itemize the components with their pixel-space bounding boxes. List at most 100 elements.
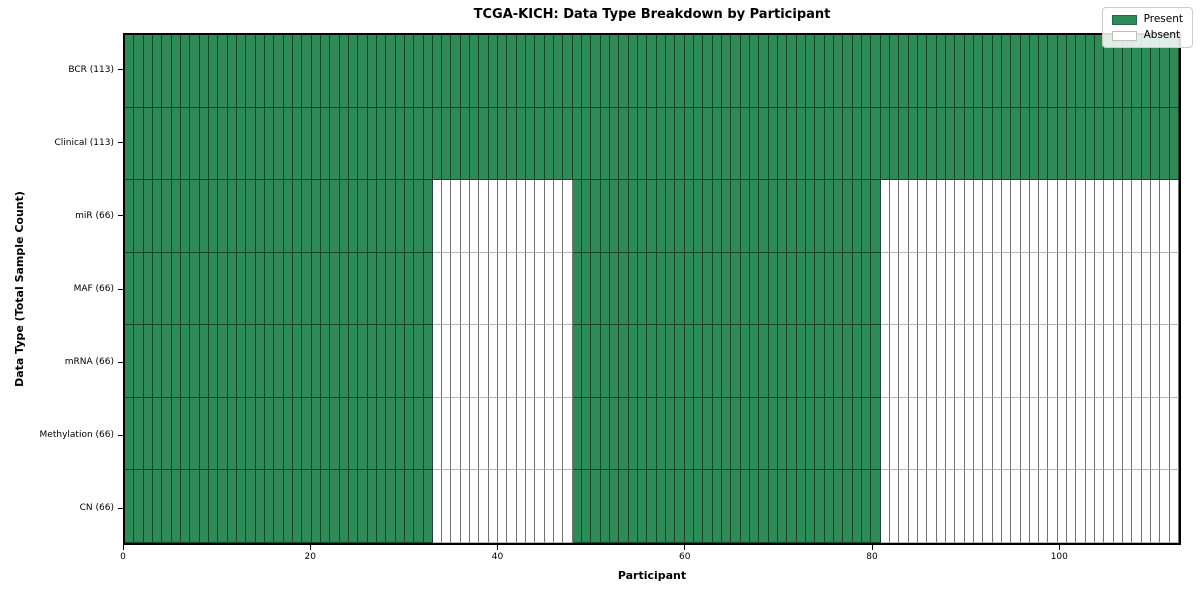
- heatmap-cell: [292, 180, 303, 253]
- heatmap-cell: [320, 470, 331, 544]
- heatmap-cell: [162, 35, 172, 108]
- heatmap-cell: [404, 252, 415, 326]
- heatmap-cell: [255, 180, 265, 253]
- heatmap-cell: [787, 35, 797, 108]
- heatmap-cell: [535, 470, 545, 544]
- heatmap-cell: [311, 470, 321, 544]
- heatmap-cell: [432, 35, 443, 108]
- heatmap-cell: [544, 35, 555, 108]
- heatmap-cell: [927, 397, 937, 471]
- heatmap-cell: [1057, 252, 1068, 326]
- heatmap-cell: [712, 470, 722, 544]
- heatmap-cell: [190, 35, 200, 108]
- heatmap-cell: [339, 470, 349, 544]
- heatmap-cell: [992, 397, 1002, 471]
- heatmap-cell: [591, 107, 601, 181]
- heatmap-cell: [908, 107, 918, 181]
- heatmap-cell: [1113, 470, 1124, 544]
- heatmap-cell: [516, 35, 527, 108]
- heatmap-cell: [442, 470, 452, 544]
- heatmap-cell: [1085, 397, 1096, 471]
- heatmap-cell: [125, 470, 135, 544]
- heatmap-cell: [572, 470, 583, 544]
- heatmap-cell: [414, 180, 424, 253]
- heatmap-cell: [936, 252, 946, 326]
- heatmap-cell: [339, 35, 349, 108]
- heatmap-cell: [1169, 35, 1180, 108]
- heatmap-cell: [675, 107, 685, 181]
- y-tick: [118, 434, 123, 436]
- heatmap-cell: [348, 470, 359, 544]
- heatmap-cell: [638, 397, 648, 471]
- heatmap-cell: [255, 252, 265, 326]
- heatmap-cell: [740, 397, 750, 471]
- heatmap-cell: [722, 180, 732, 253]
- heatmap-cell: [125, 397, 135, 471]
- heatmap-cell: [376, 325, 387, 398]
- y-tick-label: Clinical (113): [54, 137, 114, 148]
- heatmap-cell: [731, 35, 741, 108]
- heatmap-cell: [152, 325, 163, 398]
- heatmap-cell: [992, 470, 1002, 544]
- heatmap-cell: [861, 180, 872, 253]
- heatmap-cell: [777, 470, 788, 544]
- heatmap-cell: [768, 252, 778, 326]
- heatmap-cell: [1160, 35, 1170, 108]
- heatmap-cell: [889, 180, 900, 253]
- heatmap-cell: [908, 35, 918, 108]
- heatmap-cell: [451, 107, 461, 181]
- heatmap-cell: [563, 107, 573, 181]
- heatmap-cell: [134, 470, 144, 544]
- heatmap-cell: [983, 107, 993, 181]
- heatmap-cell: [255, 35, 265, 108]
- heatmap-cell: [852, 107, 862, 181]
- heatmap-cell: [1085, 35, 1096, 108]
- heatmap-cell: [694, 35, 704, 108]
- heatmap-cell: [1067, 180, 1077, 253]
- heatmap-cell: [246, 397, 256, 471]
- heatmap-cell: [899, 470, 909, 544]
- heatmap-cell: [600, 325, 611, 398]
- x-tick: [684, 545, 686, 550]
- heatmap-cell: [861, 470, 872, 544]
- heatmap-cell: [731, 470, 741, 544]
- heatmap-cell: [376, 470, 387, 544]
- heatmap-cell: [917, 35, 928, 108]
- legend-item-present: Present: [1111, 14, 1183, 25]
- heatmap-cell: [274, 397, 284, 471]
- heatmap-cell: [843, 252, 853, 326]
- heatmap-cell: [507, 397, 517, 471]
- heatmap-cell: [1141, 107, 1152, 181]
- heatmap-cell: [367, 107, 377, 181]
- heatmap-cell: [908, 252, 918, 326]
- heatmap-cell: [1169, 470, 1180, 544]
- heatmap-cell: [572, 35, 583, 108]
- heatmap-cell: [908, 397, 918, 471]
- heatmap-cell: [675, 35, 685, 108]
- heatmap-cell: [871, 470, 881, 544]
- heatmap-cell: [1039, 397, 1049, 471]
- heatmap-cell: [1132, 35, 1142, 108]
- heatmap-cell: [404, 180, 415, 253]
- heatmap-cell: [759, 180, 769, 253]
- heatmap-cell: [1039, 35, 1049, 108]
- heatmap-cell: [535, 107, 545, 181]
- heatmap-cell: [320, 397, 331, 471]
- heatmap-cell: [861, 325, 872, 398]
- heatmap-cell: [358, 180, 368, 253]
- heatmap-cell: [936, 325, 946, 398]
- heatmap-cell: [684, 35, 695, 108]
- heatmap-cell: [889, 35, 900, 108]
- heatmap-cell: [1095, 397, 1105, 471]
- x-tick-label: 100: [1050, 552, 1068, 562]
- heatmap-cell: [880, 35, 890, 108]
- heatmap-cell: [199, 180, 209, 253]
- heatmap-cell: [246, 470, 256, 544]
- heatmap-cell: [423, 180, 433, 253]
- heatmap-cell: [600, 252, 611, 326]
- heatmap-cell: [274, 252, 284, 326]
- heatmap-cell: [264, 252, 275, 326]
- heatmap-cell: [199, 325, 209, 398]
- heatmap-cell: [171, 325, 181, 398]
- heatmap-row: [125, 252, 1180, 326]
